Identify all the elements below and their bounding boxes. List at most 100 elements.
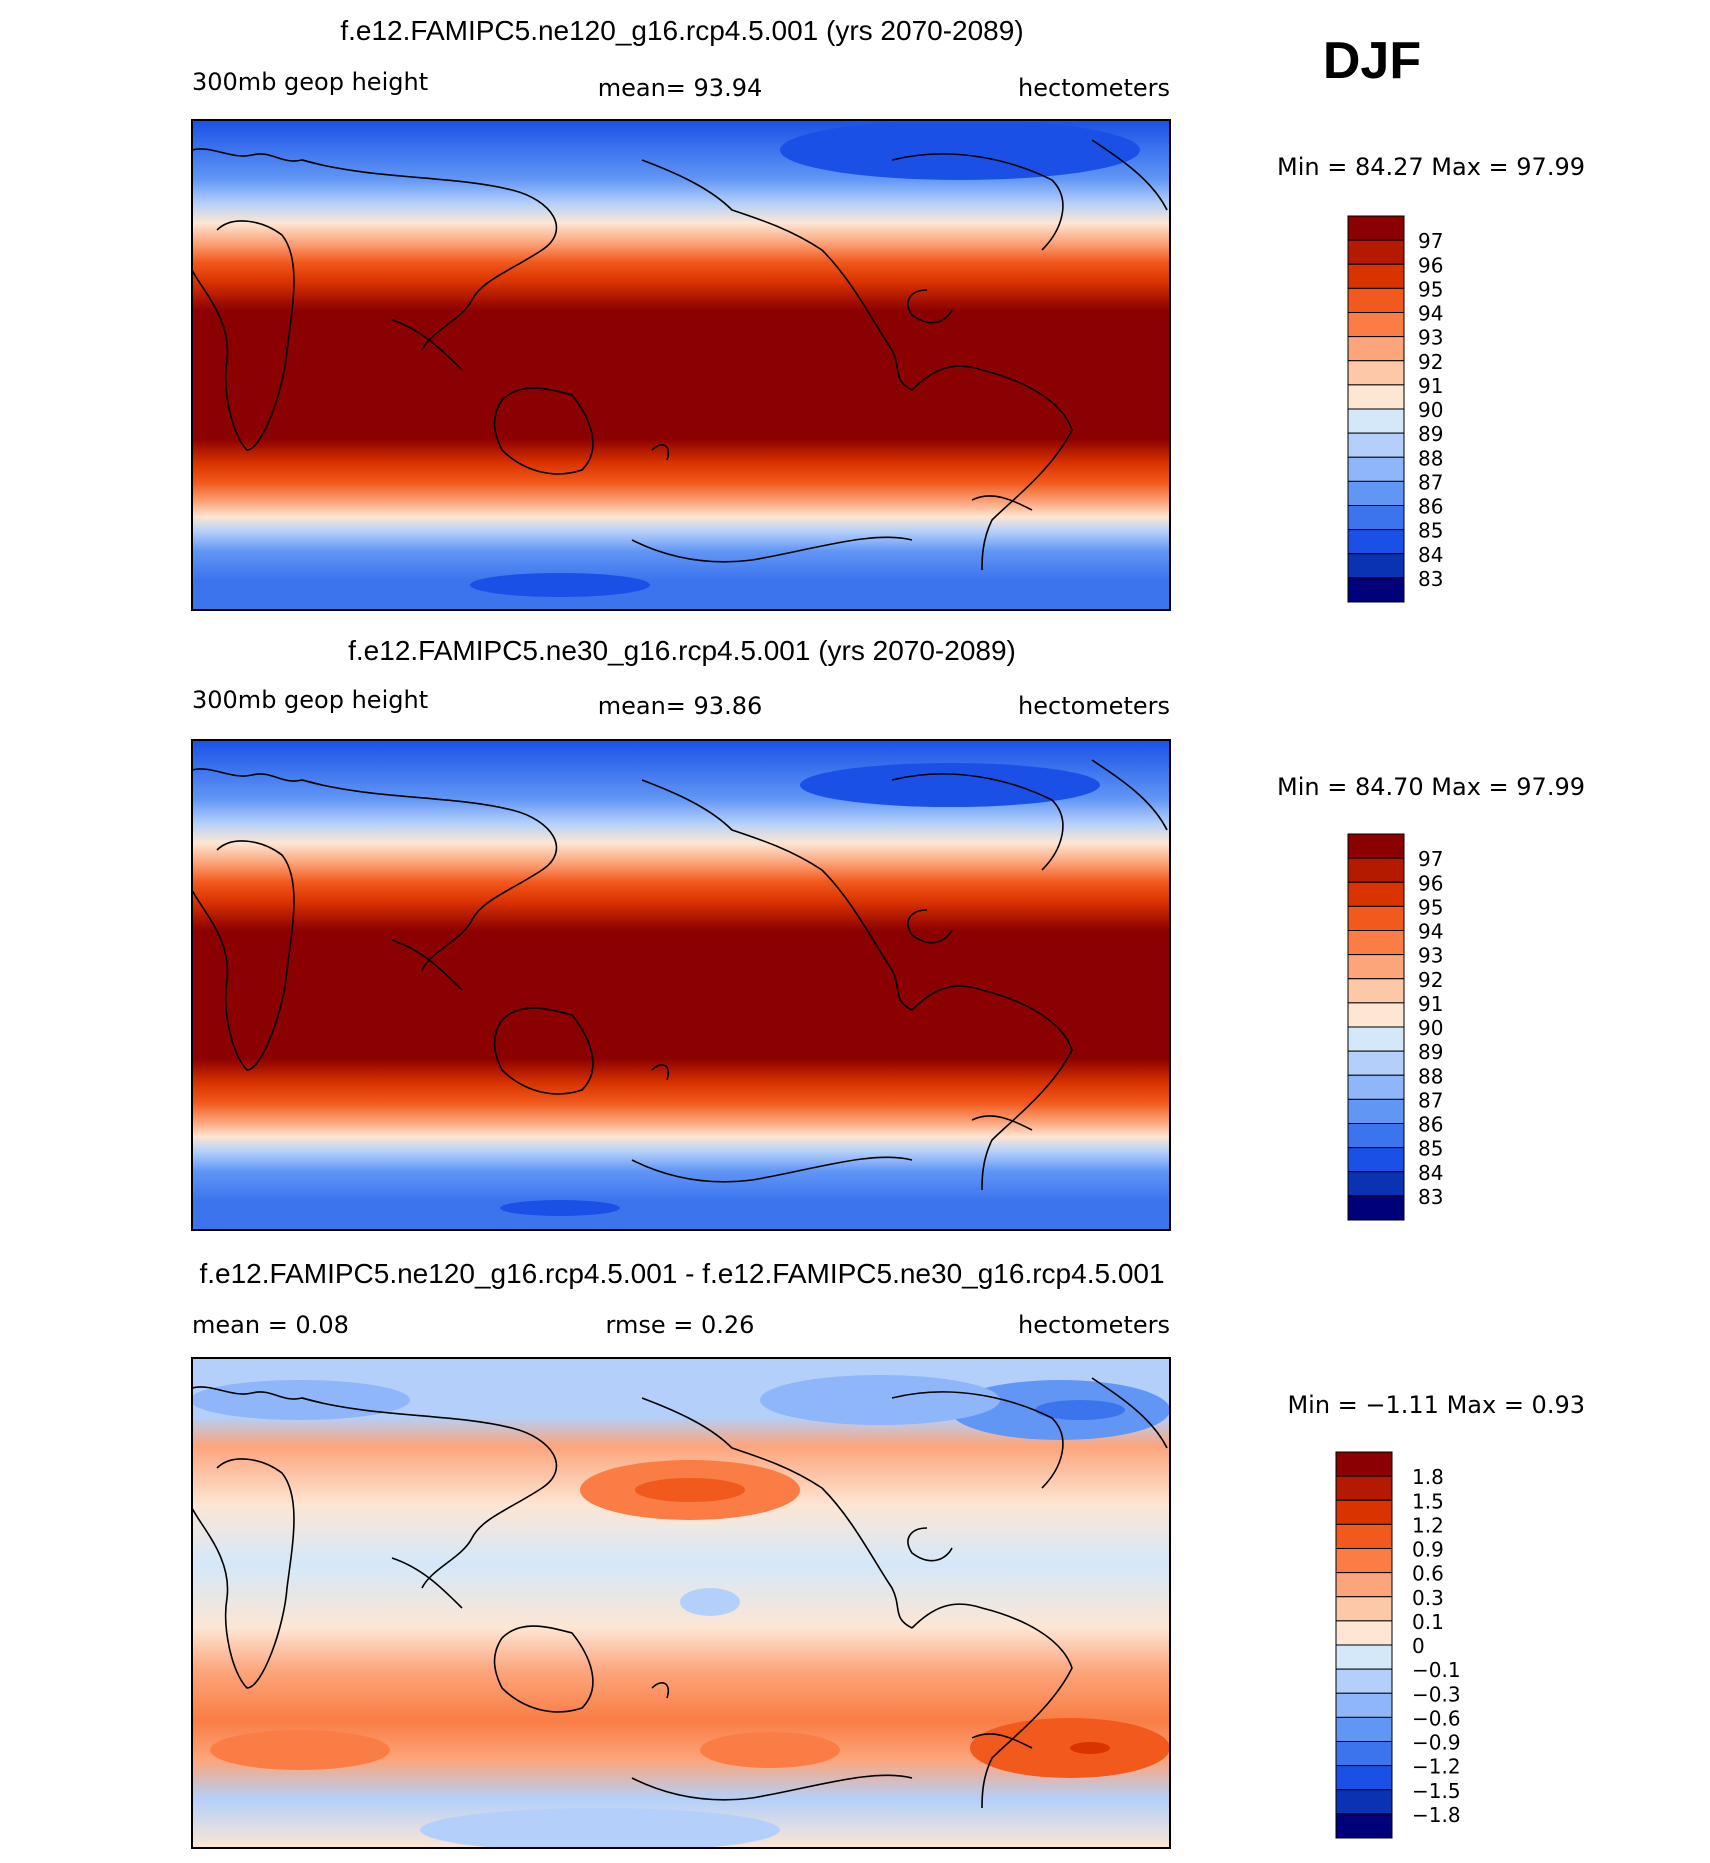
legend-swatch <box>1347 553 1405 579</box>
colorbar-legend: 1.81.51.20.90.60.30.10−0.1−0.3−0.6−0.9−1… <box>1335 1451 1461 1839</box>
legend-swatch <box>1335 1451 1393 1477</box>
legend-tick-label: 90 <box>1418 398 1443 422</box>
legend-swatch <box>1347 978 1405 1004</box>
legend-tick-label: −1.5 <box>1412 1779 1461 1803</box>
legend-tick-label: 93 <box>1418 944 1443 968</box>
legend-tick-label: 88 <box>1418 1064 1443 1088</box>
legend-tick-label: 95 <box>1418 277 1443 301</box>
legend-swatch <box>1347 1195 1405 1221</box>
legend-swatch <box>1347 1026 1405 1052</box>
legend-swatch <box>1347 833 1405 859</box>
panel-right-label: hectometers <box>1018 1311 1170 1339</box>
legend-swatch <box>1347 505 1405 531</box>
legend-swatch <box>1335 1596 1393 1622</box>
legend-swatch <box>1335 1765 1393 1791</box>
legend-tick-label: 83 <box>1418 567 1443 591</box>
legend-swatch <box>1335 1499 1393 1525</box>
panel-center-label: rmse = 0.26 <box>606 1311 755 1339</box>
legend-swatch <box>1347 1098 1405 1124</box>
legend-swatch <box>1347 384 1405 410</box>
legend-swatch <box>1335 1741 1393 1767</box>
legend-tick-label: 88 <box>1418 446 1443 470</box>
legend-tick-label: 90 <box>1418 1016 1443 1040</box>
map-frame <box>191 739 1171 1231</box>
legend-swatch <box>1347 1002 1405 1028</box>
legend-tick-label: 97 <box>1418 847 1443 871</box>
panel-difference: f.e12.FAMIPC5.ne120_g16.rcp4.5.001 - f.e… <box>191 1258 1585 1849</box>
map-field <box>192 120 1170 610</box>
legend-swatch <box>1347 930 1405 956</box>
legend-tick-label: −1.2 <box>1412 1755 1461 1779</box>
legend-swatch <box>1347 456 1405 482</box>
legend-tick-label: 1.2 <box>1412 1513 1444 1537</box>
legend-swatch <box>1335 1789 1393 1815</box>
season-label: DJF <box>1323 32 1421 90</box>
legend-tick-label: −0.1 <box>1412 1658 1461 1682</box>
legend-swatch <box>1335 1475 1393 1501</box>
legend-tick-label: 85 <box>1418 519 1443 543</box>
legend-tick-label: 0 <box>1412 1634 1425 1658</box>
panel-left-label: 300mb geop height <box>192 68 428 96</box>
legend-swatch <box>1347 336 1405 362</box>
legend-tick-label: 87 <box>1418 1088 1443 1112</box>
legend-tick-label: 91 <box>1418 992 1443 1016</box>
panel-ne30: f.e12.FAMIPC5.ne30_g16.rcp4.5.001 (yrs 2… <box>191 635 1585 1231</box>
legend-tick-label: −0.9 <box>1412 1731 1461 1755</box>
panel-right-label: hectometers <box>1018 692 1170 720</box>
legend-tick-label: −0.6 <box>1412 1706 1461 1730</box>
legend-tick-label: 83 <box>1418 1185 1443 1209</box>
panel-ne120: f.e12.FAMIPC5.ne120_g16.rcp4.5.001 (yrs … <box>191 15 1585 611</box>
legend-tick-label: 0.9 <box>1412 1538 1444 1562</box>
map-field <box>192 740 1170 1230</box>
legend-tick-label: 95 <box>1418 895 1443 919</box>
panel-left-label: mean = 0.08 <box>192 1311 349 1339</box>
legend-tick-label: −0.3 <box>1412 1682 1461 1706</box>
panel-title: f.e12.FAMIPC5.ne120_g16.rcp4.5.001 - f.e… <box>199 1258 1164 1289</box>
legend-swatch <box>1335 1716 1393 1742</box>
legend-swatch <box>1347 1147 1405 1173</box>
minmax-label: Min = 84.27 Max = 97.99 <box>1277 153 1585 181</box>
legend-tick-label: 0.6 <box>1412 1562 1444 1586</box>
legend-swatch <box>1347 408 1405 434</box>
legend-swatch <box>1347 1123 1405 1149</box>
legend-tick-label: 84 <box>1418 543 1443 567</box>
legend-tick-label: 89 <box>1418 422 1443 446</box>
map-frame <box>191 119 1171 611</box>
legend-swatch <box>1347 360 1405 386</box>
legend-swatch <box>1347 1074 1405 1100</box>
legend-swatch <box>1347 287 1405 313</box>
legend-swatch <box>1335 1548 1393 1574</box>
legend-swatch <box>1347 954 1405 980</box>
legend-swatch <box>1335 1668 1393 1694</box>
legend-swatch <box>1347 857 1405 883</box>
legend-swatch <box>1347 1050 1405 1076</box>
legend-swatch <box>1335 1572 1393 1598</box>
legend-tick-label: 96 <box>1418 253 1443 277</box>
legend-tick-label: 91 <box>1418 374 1443 398</box>
map-frame <box>191 1357 1171 1849</box>
legend-tick-label: 86 <box>1418 1113 1443 1137</box>
legend-tick-label: 0.1 <box>1412 1610 1444 1634</box>
legend-swatch <box>1335 1644 1393 1670</box>
panel-center-label: mean= 93.94 <box>598 74 763 102</box>
panel-left-label: 300mb geop height <box>192 686 428 714</box>
legend-swatch <box>1347 881 1405 907</box>
legend-swatch <box>1347 432 1405 458</box>
legend-tick-label: 94 <box>1418 302 1443 326</box>
legend-tick-label: 87 <box>1418 470 1443 494</box>
legend-swatch <box>1347 1171 1405 1197</box>
minmax-label: Min = −1.11 Max = 0.93 <box>1287 1391 1585 1419</box>
legend-tick-label: 1.8 <box>1412 1465 1444 1489</box>
legend-swatch <box>1347 312 1405 338</box>
legend-tick-label: −1.8 <box>1412 1803 1461 1827</box>
legend-swatch <box>1347 263 1405 289</box>
map-field <box>192 1358 1170 1848</box>
legend-swatch <box>1347 480 1405 506</box>
legend-tick-label: 94 <box>1418 920 1443 944</box>
legend-tick-label: 84 <box>1418 1161 1443 1185</box>
minmax-label: Min = 84.70 Max = 97.99 <box>1277 773 1585 801</box>
legend-swatch <box>1335 1692 1393 1718</box>
legend-tick-label: 86 <box>1418 495 1443 519</box>
